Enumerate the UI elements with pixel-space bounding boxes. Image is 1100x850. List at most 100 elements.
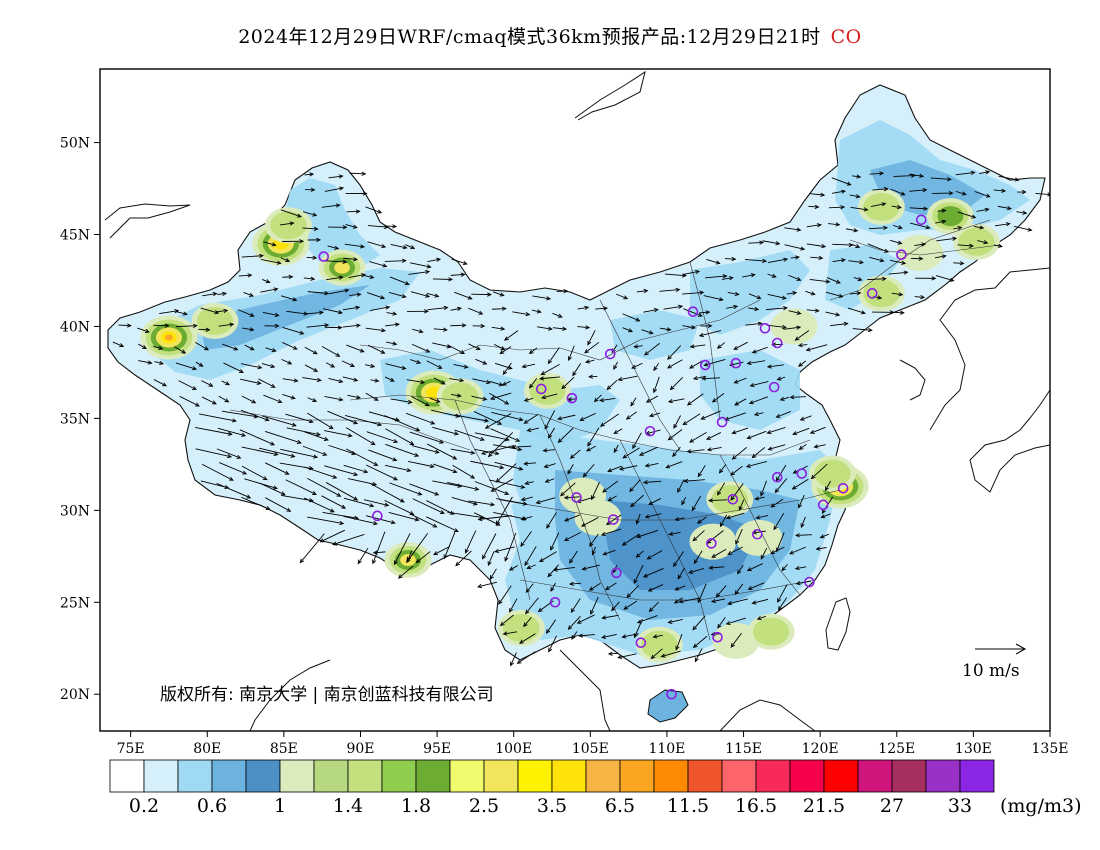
wind-arrow — [502, 362, 512, 376]
wind-arrow — [721, 276, 734, 281]
wind-arrow — [700, 323, 713, 329]
colorbar-tick-label: 0.6 — [196, 795, 228, 817]
wind-arrow — [406, 533, 429, 564]
wind-arrow — [477, 515, 512, 522]
wind-arrow — [698, 310, 711, 315]
wind-arrow — [848, 260, 865, 265]
wind-arrow — [138, 343, 147, 350]
wind-arrow — [348, 273, 366, 279]
wind-arrow — [667, 345, 682, 360]
wind-arrow — [304, 187, 316, 192]
wind-arrow — [307, 237, 322, 243]
wind-arrow — [550, 532, 560, 551]
wind-arrow — [686, 449, 705, 454]
lat-tick-label: 20N — [60, 687, 90, 703]
wind-arrow — [347, 394, 362, 400]
wind-arrow — [731, 447, 747, 460]
wind-arrow — [691, 495, 702, 512]
wind-arrow — [477, 581, 498, 589]
wind-arrow — [384, 224, 398, 229]
wind-arrow — [282, 394, 296, 400]
wind-arrow — [648, 412, 661, 418]
wind-arrow — [240, 363, 263, 370]
colorbar-swatch — [891, 759, 927, 793]
wind-arrow — [281, 358, 293, 365]
wind-arrow — [306, 255, 318, 260]
wind-arrow — [725, 512, 745, 520]
wind-arrow — [201, 396, 217, 405]
wind-arrow — [326, 275, 344, 281]
wind-arrow — [567, 615, 581, 630]
wind-arrow — [221, 380, 231, 386]
wind-arrow — [567, 464, 574, 475]
wind-arrow — [652, 376, 660, 394]
wind-arrow — [915, 276, 937, 281]
wind-arrow — [325, 362, 336, 368]
wind-arrow — [174, 346, 187, 354]
city-station-marker — [644, 425, 656, 437]
wind-arrow — [342, 376, 359, 382]
wind-arrow — [765, 305, 788, 311]
wind-arrow — [261, 415, 297, 427]
wind-arrow — [800, 516, 806, 529]
wind-arrow — [735, 528, 743, 545]
wind-arrow — [154, 360, 165, 366]
hotspot-ring — [503, 614, 540, 643]
wind-arrow — [642, 568, 664, 578]
lon-tick-label: 120E — [802, 741, 839, 757]
wind-arrow — [195, 342, 209, 351]
wind-arrow — [776, 376, 786, 381]
wind-arrow — [697, 465, 706, 478]
wind-arrow — [410, 359, 422, 364]
wind-arrow — [974, 191, 991, 198]
wind-arrow — [499, 346, 512, 355]
wind-arrow — [406, 379, 426, 385]
wind-vectors — [112, 170, 1050, 667]
wind-arrow — [738, 499, 745, 511]
wind-arrow — [447, 344, 466, 354]
wind-arrow — [809, 426, 826, 434]
city-station-marker — [666, 688, 677, 700]
wind-arrow — [372, 531, 386, 565]
wind-arrow — [243, 292, 254, 297]
wind-arrow — [689, 344, 706, 349]
wind-arrow — [325, 259, 348, 265]
wind-arrow — [770, 498, 784, 508]
wind-arrow — [719, 514, 728, 528]
wind-arrow — [977, 240, 989, 245]
wind-arrow — [755, 515, 769, 520]
city-station-marker — [699, 359, 711, 371]
wind-arrow — [587, 427, 600, 447]
wind-arrow — [388, 511, 420, 522]
wind-arrow — [792, 427, 810, 436]
wind-arrow — [454, 414, 490, 423]
chart-title: 2024年12月29日WRF/cmaq模式36km预报产品:12月29日21时 C… — [0, 22, 1100, 49]
wind-arrow — [561, 376, 575, 390]
wind-arrow — [491, 306, 507, 311]
wind-arrow — [584, 341, 600, 354]
wind-arrow — [504, 532, 517, 562]
wind-arrow — [724, 256, 737, 262]
wind-arrow — [578, 633, 595, 638]
wind-arrow — [443, 531, 456, 560]
wind-arrow — [307, 412, 334, 430]
concentration-patch — [380, 495, 440, 545]
wind-arrow — [304, 466, 338, 479]
wind-arrow — [540, 363, 560, 376]
wind-arrow — [280, 209, 302, 218]
wind-arrow — [412, 328, 424, 334]
wind-arrow — [508, 565, 518, 571]
wind-arrow — [635, 513, 641, 525]
wind-arrow — [660, 650, 681, 658]
wind-arrow — [791, 478, 809, 490]
wind-arrow — [137, 327, 150, 333]
wind-arrow — [832, 258, 846, 263]
wind-arrow — [644, 513, 662, 519]
colorbar-swatch — [789, 759, 825, 793]
wind-arrow — [673, 597, 683, 604]
wind-arrow — [891, 204, 902, 210]
wind-arrow — [711, 548, 727, 558]
wind-arrow — [667, 429, 683, 441]
wind-arrow — [625, 411, 637, 420]
wind-arrow — [407, 309, 429, 314]
